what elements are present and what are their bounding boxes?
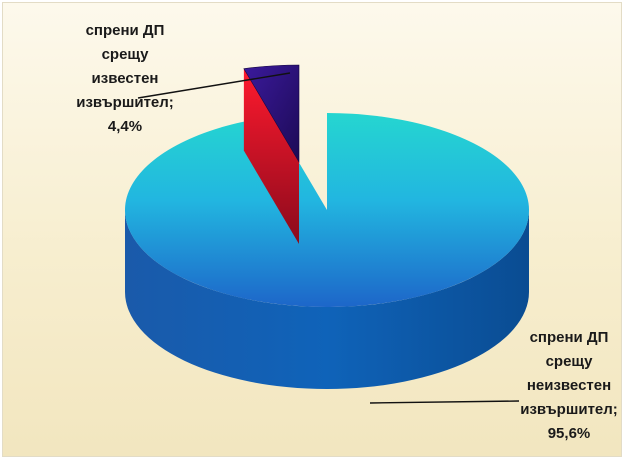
slice-label-line: 95,6% [548,425,591,442]
pie-slice-large [124,113,529,307]
slice-label-line: срещу [546,353,594,370]
slice-label-line: извършител; [520,401,618,418]
slice-label-large: спрени ДП срещу неизвестен извършител; 95,6% [520,329,618,442]
slice-label-line: спрени ДП [530,329,609,346]
slice-label-small: спрени ДП срещу известен извършител; 4,4% [76,22,174,135]
pie-slice-large-side [125,210,529,389]
slice-label-line: 4,4% [108,118,142,135]
pie-slice-small-cut [243,68,299,244]
leader-line-large [369,400,520,404]
slice-label-line: спрени ДП [86,22,165,39]
slice-label-line: срещу [102,46,150,63]
slice-label-line: неизвестен [527,377,611,394]
slice-label-line: извършител; [76,94,174,111]
slice-label-line: известен [92,70,159,87]
pie-slice-small [243,64,300,164]
leader-line-small [137,72,291,99]
